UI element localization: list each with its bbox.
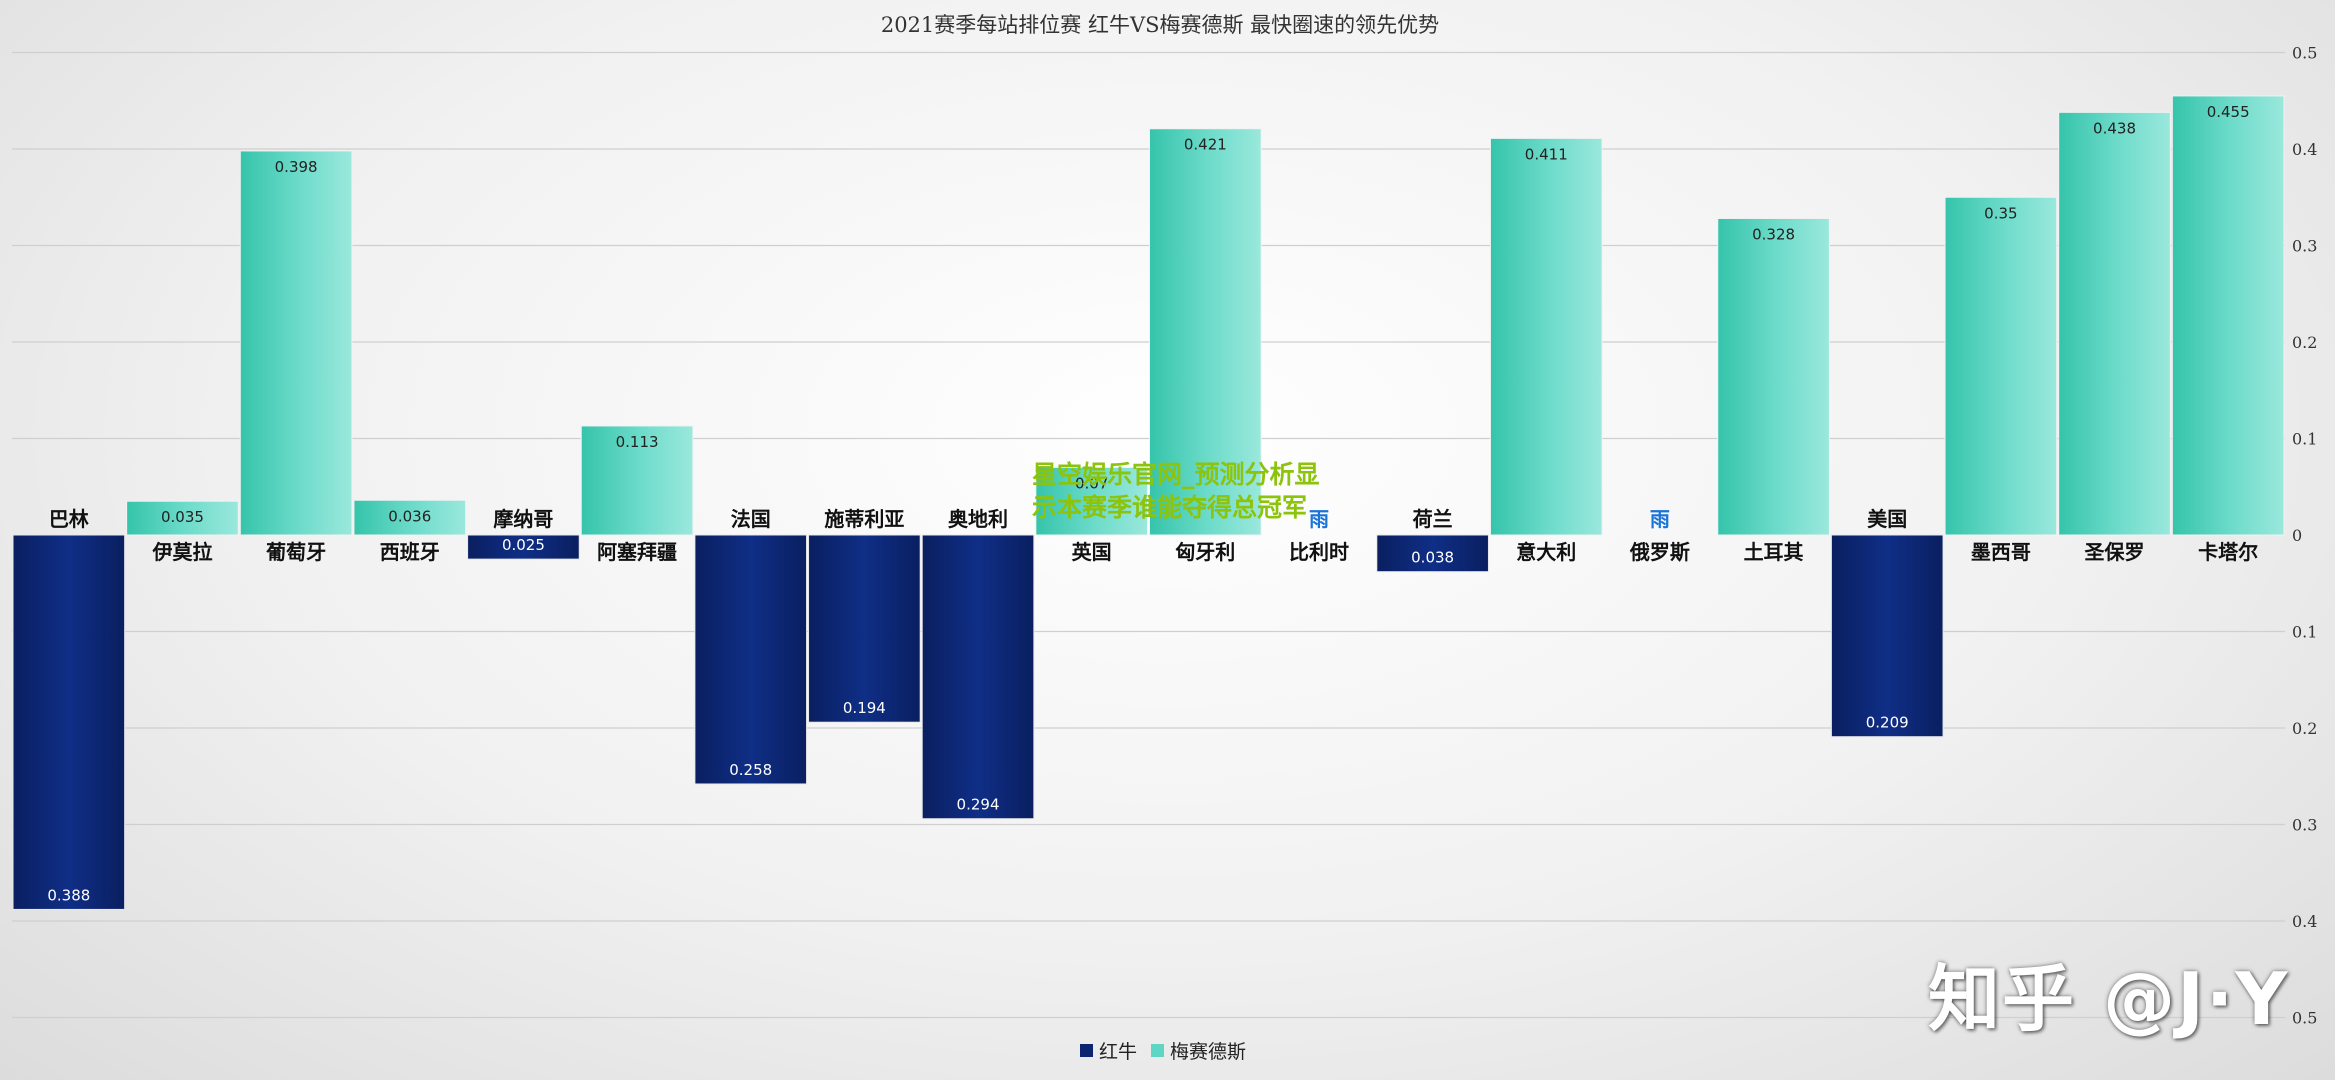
category-label: 葡萄牙 <box>265 540 326 564</box>
y-axis-ticks: 0.5 0.4 0.3 0.2 0.1 0 0.1 0.2 0.3 0.4 0.5 <box>2292 44 2317 1028</box>
value-label: 0.194 <box>843 699 886 717</box>
value-label: 0.35 <box>1984 204 2017 222</box>
category-label: 匈牙利 <box>1175 540 1235 564</box>
bars <box>12 95 2285 910</box>
value-label: 0.258 <box>729 761 772 779</box>
bar-mercedes <box>126 500 239 536</box>
labels: 0.388 巴林 0.035 伊莫拉 0.398 葡萄牙 0.036 西班牙 0.025 摩纳哥 0… <box>47 103 2258 904</box>
value-label: 0.438 <box>2093 119 2136 137</box>
category-label: 施蒂利亚 <box>824 507 904 531</box>
y-tick-label: 0 <box>2292 526 2302 545</box>
category-label: 卡塔尔 <box>2198 540 2258 564</box>
bar-redbull <box>12 534 126 910</box>
bar-redbull <box>1376 534 1489 573</box>
value-label: 0.398 <box>275 158 318 176</box>
y-tick-label: 0.4 <box>2292 140 2317 159</box>
category-label: 奥地利 <box>948 507 1008 531</box>
bar-redbull <box>694 534 808 785</box>
y-tick-label: 0.5 <box>2292 1009 2317 1028</box>
bar-mercedes <box>1944 196 2058 536</box>
y-tick-label: 0.3 <box>2292 237 2317 256</box>
gridlines <box>12 51 2285 1019</box>
watermark: 知乎 @J·Y <box>1928 957 2290 1041</box>
value-label: 0.411 <box>1525 145 1568 163</box>
category-label: 圣保罗 <box>2085 540 2145 564</box>
value-label: 0.209 <box>1866 714 1909 732</box>
category-label: 伊莫拉 <box>151 540 212 564</box>
category-label: 摩纳哥 <box>493 507 553 531</box>
value-label: 0.294 <box>957 796 1000 814</box>
chart-title: 2021赛季每站排位赛 红牛VS梅赛德斯 最快圈速的领先优势 <box>881 13 1439 37</box>
y-tick-label: 0.1 <box>2292 430 2317 449</box>
y-tick-label: 0.4 <box>2292 912 2317 931</box>
category-label: 巴林 <box>49 507 89 531</box>
y-tick-label: 0.1 <box>2292 623 2317 642</box>
category-label: 美国 <box>1867 507 1907 531</box>
bar-mercedes <box>580 425 694 536</box>
bar-mercedes <box>2171 95 2285 536</box>
value-label: 0.07 <box>1075 474 1108 492</box>
value-label: 0.038 <box>1411 549 1454 567</box>
bar-redbull <box>808 534 921 723</box>
value-label: 0.421 <box>1184 136 1227 154</box>
bar-mercedes <box>2058 111 2171 536</box>
legend-swatch-redbull <box>1080 1044 1093 1057</box>
category-label: 阿塞拜疆 <box>597 540 677 564</box>
category-label: 墨西哥 <box>1971 540 2031 564</box>
bar-mercedes <box>1717 217 1830 536</box>
legend-label-redbull: 红牛 <box>1099 1041 1137 1063</box>
overlay-promo-text: 星空娱乐官网_预测分析显示本赛季谁能夺得总冠军 <box>1032 460 1320 522</box>
y-tick-label: 0.5 <box>2292 44 2317 63</box>
value-label: 0.035 <box>161 508 204 526</box>
value-label: 0.455 <box>2207 103 2250 121</box>
value-label: 0.036 <box>388 507 431 525</box>
value-label: 0.113 <box>616 433 659 451</box>
bar-redbull <box>921 534 1035 820</box>
bar-redbull <box>467 534 580 560</box>
bar-mercedes <box>1035 466 1148 536</box>
bar-mercedes <box>1149 128 1262 536</box>
category-label: 土耳其 <box>1744 540 1804 564</box>
rain-marker: 雨 <box>1650 507 1670 531</box>
value-label: 0.388 <box>47 886 90 904</box>
category-label: 英国 <box>1072 540 1112 564</box>
bar-redbull <box>1830 534 1944 738</box>
bar-mercedes <box>1489 137 1603 536</box>
category-label: 意大利 <box>1516 540 1576 564</box>
value-label: 0.328 <box>1752 225 1795 243</box>
category-label: 俄罗斯 <box>1629 540 1690 564</box>
category-label: 比利时 <box>1289 540 1349 564</box>
bar-mercedes <box>353 499 467 536</box>
legend-label-mercedes: 梅赛德斯 <box>1170 1041 1246 1063</box>
legend: 红牛 梅赛德斯 <box>1080 1041 1246 1063</box>
category-label: 西班牙 <box>380 540 440 564</box>
value-label: 0.025 <box>502 536 545 554</box>
y-tick-label: 0.2 <box>2292 719 2317 738</box>
bar-mercedes <box>239 150 353 536</box>
category-label: 法国 <box>731 507 771 531</box>
legend-swatch-mercedes <box>1151 1044 1164 1057</box>
rain-marker: 雨 <box>1309 507 1329 531</box>
y-tick-label: 0.2 <box>2292 333 2317 352</box>
category-label: 荷兰 <box>1413 507 1453 531</box>
y-tick-label: 0.3 <box>2292 816 2317 835</box>
